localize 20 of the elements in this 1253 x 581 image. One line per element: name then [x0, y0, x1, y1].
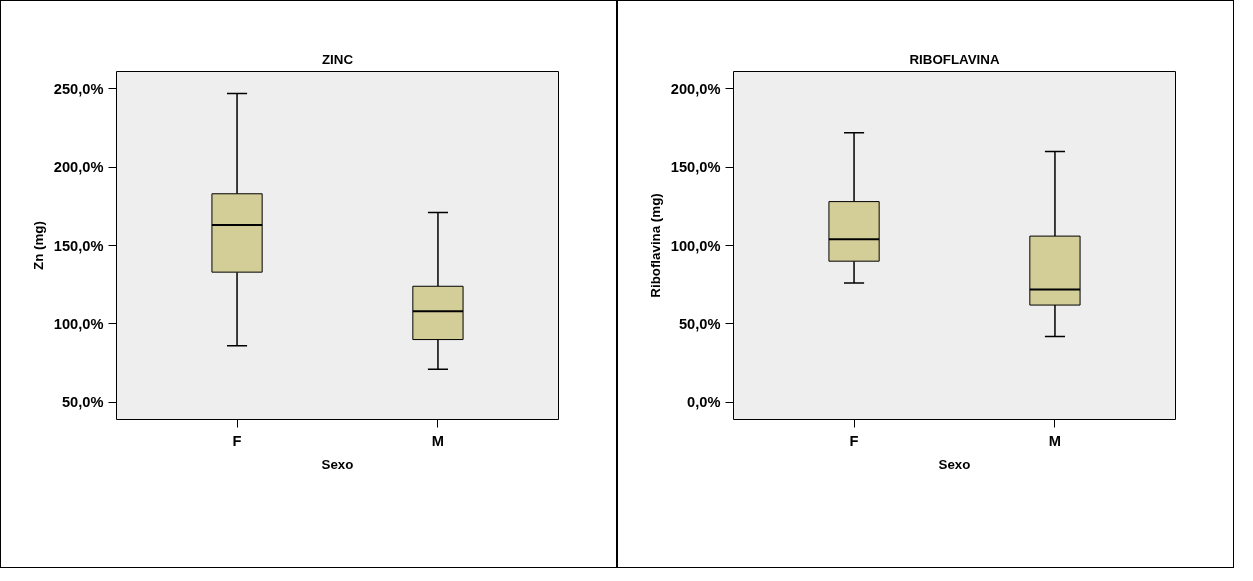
y-tick-label: 0,0%: [687, 394, 721, 411]
x-tick-label: F: [849, 432, 859, 449]
chart-title: ZINC: [321, 51, 354, 67]
y-axis-title: Zn (mg): [30, 221, 46, 270]
chart-title: RIBOFLAVINA: [909, 51, 1000, 67]
x-tick-label: M: [431, 432, 445, 449]
y-tick-label: 200,0%: [53, 159, 104, 176]
y-tick-label: 50,0%: [678, 315, 721, 332]
y-tick-label: 150,0%: [53, 237, 104, 254]
x-tick-label: F: [232, 432, 242, 449]
y-tick-label: 200,0%: [670, 80, 721, 97]
y-tick-label: 50,0%: [61, 394, 104, 411]
y-tick-label: 250,0%: [53, 80, 104, 97]
x-axis-title: Sexo: [938, 456, 971, 472]
x-axis-title: Sexo: [321, 456, 354, 472]
y-axis-title: Riboflavina (mg): [647, 193, 663, 298]
y-tick-label: 100,0%: [53, 315, 104, 332]
y-tick-label: 150,0%: [670, 159, 721, 176]
y-tick-label: 100,0%: [670, 237, 721, 254]
x-tick-label: M: [1048, 432, 1062, 449]
